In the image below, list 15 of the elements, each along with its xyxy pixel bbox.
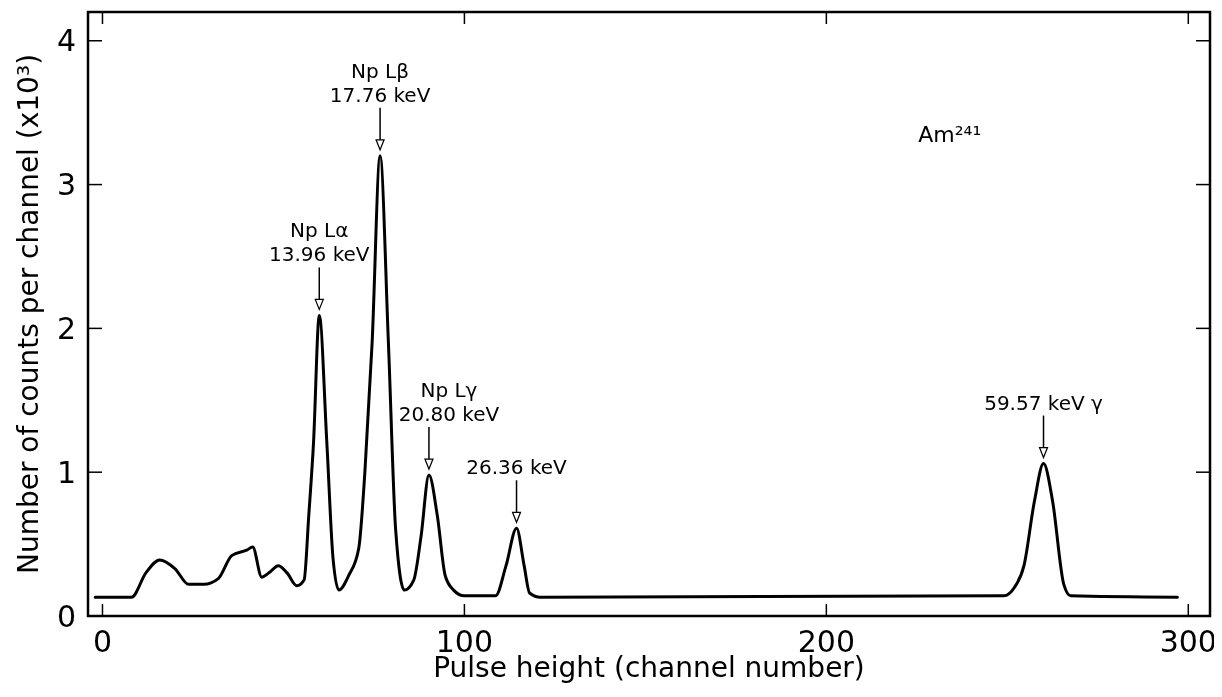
x-tick-label: 300 (1159, 624, 1217, 659)
annotation: 26.36 keV (466, 455, 568, 480)
line-series (93, 154, 1179, 599)
y-tick-label: 4 (56, 23, 76, 59)
y-tick-label: 0 (56, 598, 76, 634)
annotation: Np Lβ 17.76 keV (329, 58, 431, 107)
annotation: Np Lγ 20.80 keV (398, 378, 500, 427)
y-tick-label: 1 (56, 454, 76, 490)
annotation: Np Lα 13.96 keV (269, 218, 370, 267)
annotation: Am²⁴¹ (918, 122, 982, 147)
x-tick-label: 0 (92, 624, 113, 659)
y-axis-title: Number of counts per channel (x10³) (12, 53, 45, 575)
annotation: 59.57 keV γ (984, 390, 1103, 415)
y-tick-label: 3 (56, 167, 76, 203)
y-tick-label: 2 (56, 310, 76, 346)
